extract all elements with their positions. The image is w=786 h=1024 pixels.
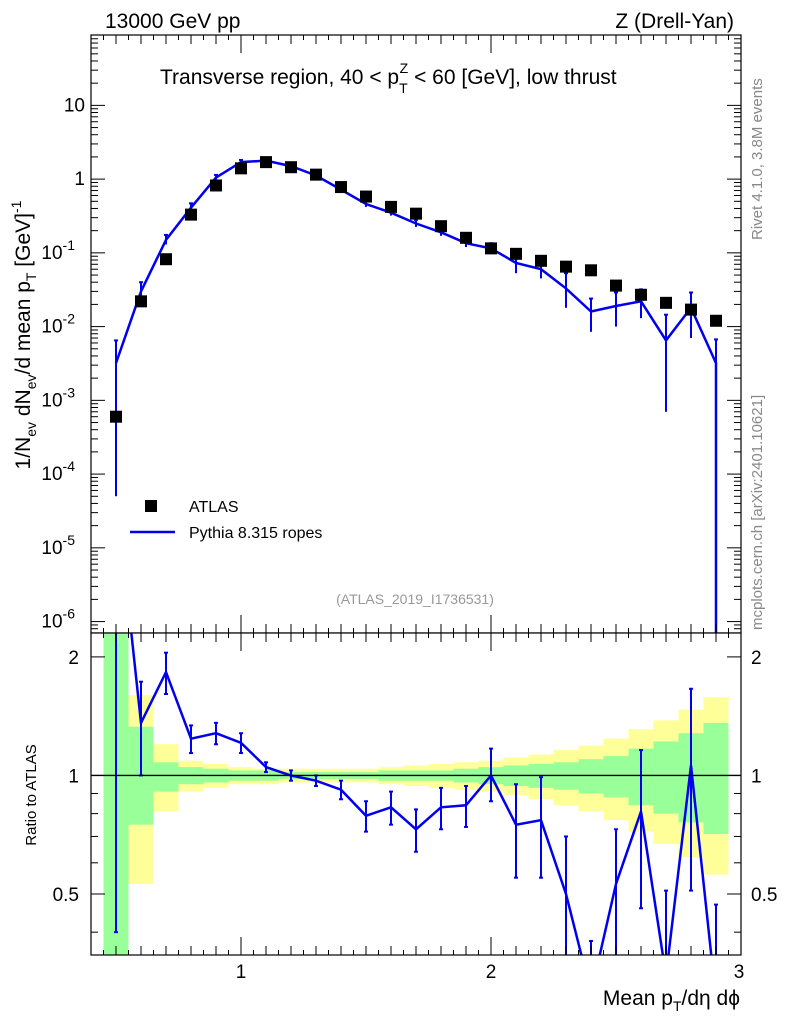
y-tick-label: 10-5 bbox=[41, 532, 75, 559]
x-tick-label: 1 bbox=[236, 962, 247, 983]
ratio-frame bbox=[90, 632, 742, 956]
data-point bbox=[610, 279, 622, 292]
data-point bbox=[435, 220, 447, 233]
x-tick-label: 2 bbox=[486, 962, 497, 983]
data-point bbox=[535, 254, 547, 267]
y-tick-label: 10-6 bbox=[41, 606, 75, 633]
data-point bbox=[185, 208, 197, 221]
main-y-axis-title: 1/Nev dNev/d mean pT [GeV]-1 bbox=[8, 200, 39, 469]
band-inner bbox=[703, 722, 729, 835]
y-tick-label: 10-2 bbox=[41, 311, 75, 338]
data-point bbox=[210, 179, 222, 192]
data-point bbox=[685, 303, 697, 316]
data-point bbox=[510, 247, 522, 260]
header-left: 13000 GeV pp bbox=[105, 10, 240, 33]
ratio-panel: 0.5 0.5 1 1 2 2 1 2 3 Ratio to ATLAS Mean pT/dη … bbox=[23, 632, 777, 1014]
ratio-y-tick-label: 2 bbox=[68, 648, 79, 669]
main-y-axis: 10 1 10-1 10-2 10-3 10-4 10-5 10-6 bbox=[41, 34, 741, 634]
x-tick-label: 3 bbox=[734, 962, 745, 983]
analysis-watermark: (ATLAS_2019_I1736531) bbox=[336, 591, 494, 607]
chart-title: Transverse region, 40 < pTZ < 60 [GeV], … bbox=[160, 60, 617, 96]
ratio-axes: 0.5 0.5 1 1 2 2 1 2 3 bbox=[53, 633, 777, 983]
x-axis-title: Mean pT/dη dϕ bbox=[603, 987, 740, 1014]
ratio-plot-area bbox=[114, 633, 718, 955]
data-point bbox=[285, 161, 297, 174]
data-point bbox=[585, 264, 597, 277]
data-point bbox=[710, 314, 722, 327]
data-point bbox=[260, 156, 272, 169]
y-tick-label: 10 bbox=[64, 95, 85, 116]
band-inner bbox=[153, 762, 179, 792]
data-point bbox=[560, 260, 572, 273]
main-plot-area bbox=[110, 156, 722, 633]
data-point bbox=[385, 200, 397, 213]
data-point bbox=[360, 190, 372, 203]
data-point bbox=[110, 410, 122, 423]
data-point bbox=[635, 288, 647, 301]
band-inner bbox=[653, 741, 679, 814]
ratio-line bbox=[130, 633, 713, 955]
data-point bbox=[410, 207, 422, 220]
data-point bbox=[235, 162, 247, 175]
ratio-y-tick-label-right: 2 bbox=[751, 648, 762, 669]
band-inner bbox=[578, 759, 604, 794]
y-tick-label: 1 bbox=[74, 169, 85, 190]
data-point bbox=[160, 253, 172, 266]
data-point bbox=[335, 181, 347, 194]
legend-pythia-label: Pythia 8.315 ropes bbox=[189, 525, 322, 542]
ratio-y-tick-label-right: 0.5 bbox=[751, 885, 777, 906]
header-right: Z (Drell-Yan) bbox=[615, 10, 734, 33]
rivet-label: Rivet 4.1.0, 3.8M events bbox=[749, 78, 766, 240]
mcplots-label: mcplots.cern.ch [arXiv:2401.10621] bbox=[749, 395, 766, 630]
legend-atlas-label: ATLAS bbox=[189, 499, 239, 516]
y-tick-label: 10-1 bbox=[41, 237, 75, 264]
data-point bbox=[485, 242, 497, 255]
y-tick-label: 10-3 bbox=[41, 384, 75, 411]
data-point bbox=[660, 296, 672, 309]
legend-atlas-marker bbox=[145, 500, 157, 512]
main-panel: 10 1 10-1 10-2 10-3 10-4 10-5 10-6 Transverse r… bbox=[8, 34, 742, 634]
ratio-y-tick-label-right: 1 bbox=[751, 766, 762, 787]
band-inner bbox=[603, 756, 629, 798]
data-point bbox=[460, 231, 472, 244]
ratio-y-tick-label: 1 bbox=[68, 766, 79, 787]
legend: ATLAS Pythia 8.315 ropes bbox=[130, 499, 322, 542]
mc-line bbox=[114, 159, 718, 633]
y-tick-label: 10-4 bbox=[41, 458, 75, 485]
data-point bbox=[310, 168, 322, 181]
ratio-y-axis-title: Ratio to ATLAS bbox=[23, 744, 40, 845]
ratio-y-tick-label: 0.5 bbox=[53, 885, 79, 906]
data-point bbox=[135, 295, 147, 308]
